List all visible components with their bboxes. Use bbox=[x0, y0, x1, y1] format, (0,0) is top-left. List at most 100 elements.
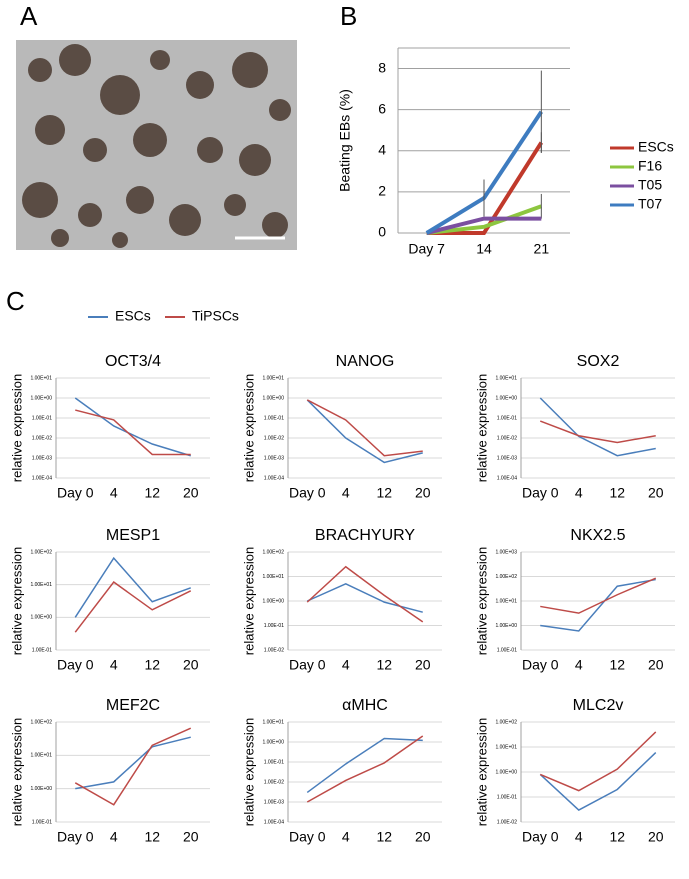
y-tick-label: 1.00E-04 bbox=[32, 475, 53, 481]
y-tick-label: 1.00E-02 bbox=[497, 435, 518, 441]
y-tick-label: 1.00E+00 bbox=[30, 786, 52, 792]
y-tick-label: 1.00E+01 bbox=[30, 753, 52, 759]
chart-title: MESP1 bbox=[106, 527, 160, 544]
legend-label: T07 bbox=[638, 196, 662, 212]
chart-title: MLC2v bbox=[573, 697, 624, 714]
y-tick-label: 1.00E-01 bbox=[32, 647, 53, 653]
y-tick-label: 1.00E+00 bbox=[495, 395, 517, 401]
x-tick-label: Day 0 bbox=[522, 657, 559, 673]
x-tick-label: 12 bbox=[144, 657, 160, 673]
y-tick-label: 1.00E+00 bbox=[30, 395, 52, 401]
y-tick-label: 1.00E-01 bbox=[264, 415, 285, 421]
y-tick-label: 1.00E+00 bbox=[495, 623, 517, 629]
panel-label: C bbox=[6, 286, 25, 316]
y-axis-label: relative expression bbox=[9, 718, 24, 826]
y-tick-label: 1.00E+02 bbox=[30, 549, 52, 555]
y-tick-label: 1.00E+00 bbox=[262, 395, 284, 401]
y-axis-label: relative expression bbox=[9, 374, 24, 482]
y-tick-label: 1.00E+02 bbox=[495, 719, 517, 725]
x-tick-label: 4 bbox=[575, 657, 583, 673]
x-tick-label: 4 bbox=[110, 657, 118, 673]
x-tick-label: 12 bbox=[144, 829, 160, 845]
x-tick-label: Day 0 bbox=[522, 829, 559, 845]
y-tick-label: 0 bbox=[378, 224, 386, 240]
y-tick-label: 1.00E-03 bbox=[32, 455, 53, 461]
y-tick-label: 8 bbox=[378, 59, 386, 75]
y-tick-label: 2 bbox=[378, 183, 386, 199]
series-line bbox=[74, 727, 192, 806]
x-tick-label: Day 0 bbox=[289, 829, 326, 845]
series-line bbox=[426, 141, 544, 235]
x-tick-label: 12 bbox=[609, 485, 625, 501]
y-tick-label: 1.00E-01 bbox=[497, 415, 518, 421]
x-tick-label: 20 bbox=[183, 657, 199, 673]
series-line bbox=[74, 581, 192, 633]
x-tick-label: 20 bbox=[183, 485, 199, 501]
y-tick-label: 1.00E-03 bbox=[264, 455, 285, 461]
series-line bbox=[306, 735, 424, 803]
y-axis-label: Beating EBs (%) bbox=[337, 89, 353, 192]
y-tick-label: 1.00E-02 bbox=[32, 435, 53, 441]
y-tick-label: 1.00E+01 bbox=[495, 375, 517, 381]
series-line bbox=[426, 216, 542, 235]
series-line bbox=[539, 420, 656, 444]
chart-title: αMHC bbox=[342, 697, 388, 714]
chart-title: OCT3/4 bbox=[105, 353, 161, 370]
y-tick-label: 1.00E+01 bbox=[262, 375, 284, 381]
y-tick-label: 1.00E+02 bbox=[262, 549, 284, 555]
x-tick-label: 21 bbox=[534, 241, 550, 257]
series-line bbox=[306, 399, 423, 457]
y-tick-label: 1.00E-02 bbox=[264, 647, 285, 653]
x-tick-label: Day 0 bbox=[57, 485, 94, 501]
x-tick-label: Day 0 bbox=[289, 485, 326, 501]
y-axis-label: relative expression bbox=[241, 718, 256, 826]
x-tick-label: Day 0 bbox=[57, 657, 94, 673]
y-tick-label: 1.00E+01 bbox=[30, 375, 52, 381]
x-tick-label: 4 bbox=[575, 829, 583, 845]
x-tick-label: 20 bbox=[415, 485, 431, 501]
series-line bbox=[75, 736, 191, 790]
x-tick-label: 4 bbox=[342, 657, 350, 673]
y-tick-label: 1.00E-03 bbox=[497, 455, 518, 461]
series-line bbox=[306, 583, 423, 613]
x-tick-label: 12 bbox=[609, 657, 625, 673]
chart-title: NKX2.5 bbox=[570, 527, 625, 544]
y-tick-label: 1.00E+01 bbox=[262, 719, 284, 725]
series-line bbox=[74, 397, 191, 457]
y-tick-label: 1.00E-01 bbox=[264, 623, 285, 629]
series-line bbox=[306, 737, 423, 794]
y-tick-label: 1.00E-01 bbox=[264, 759, 285, 765]
y-tick-label: 1.00E+03 bbox=[495, 549, 517, 555]
y-tick-label: 1.00E+01 bbox=[495, 744, 517, 750]
x-tick-label: Day 0 bbox=[57, 829, 94, 845]
legend-label: ESCs bbox=[115, 308, 151, 324]
x-tick-label: 12 bbox=[609, 829, 625, 845]
y-tick-label: 1.00E-02 bbox=[264, 435, 285, 441]
y-axis-label: relative expression bbox=[474, 374, 489, 482]
y-tick-label: 6 bbox=[378, 100, 386, 116]
y-tick-label: 1.00E-04 bbox=[264, 819, 285, 825]
y-tick-label: 1.00E+01 bbox=[30, 582, 52, 588]
series-line bbox=[539, 731, 657, 792]
y-axis-label: relative expression bbox=[241, 374, 256, 482]
x-tick-label: 4 bbox=[110, 829, 118, 845]
panel-label: A bbox=[20, 1, 38, 31]
x-tick-label: 12 bbox=[376, 829, 392, 845]
legend-label: TiPSCs bbox=[192, 308, 239, 324]
x-tick-label: 4 bbox=[110, 485, 118, 501]
y-tick-label: 1.00E-03 bbox=[264, 799, 285, 805]
y-tick-label: 1.00E-02 bbox=[264, 779, 285, 785]
y-tick-label: 1.00E-02 bbox=[497, 819, 518, 825]
x-tick-label: 12 bbox=[376, 657, 392, 673]
y-tick-label: 1.00E-01 bbox=[497, 647, 518, 653]
y-tick-label: 4 bbox=[378, 141, 386, 157]
x-tick-label: 20 bbox=[648, 829, 664, 845]
chart-title: SOX2 bbox=[577, 353, 620, 370]
y-tick-label: 1.00E+01 bbox=[495, 598, 517, 604]
series-line bbox=[306, 399, 423, 464]
y-axis-label: relative expression bbox=[9, 547, 24, 655]
y-tick-label: 1.00E-01 bbox=[497, 794, 518, 800]
x-tick-label: 20 bbox=[648, 657, 664, 673]
x-tick-label: 12 bbox=[144, 485, 160, 501]
y-tick-label: 1.00E-01 bbox=[32, 819, 53, 825]
